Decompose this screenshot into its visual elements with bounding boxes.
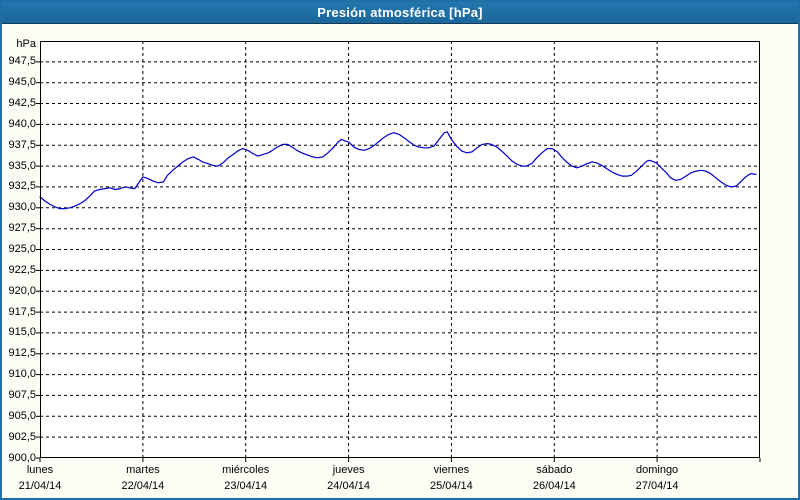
chart-title: Presión atmosférica [hPa] [317,5,483,20]
x-axis-day-label: miércoles [222,464,270,476]
y-axis-tick-label: 945,0 [8,76,36,89]
y-axis-tick-label: 947,5 [8,55,36,68]
x-axis-date-label: 25/04/14 [429,480,473,492]
y-axis-tick-label: 920,0 [8,284,36,297]
x-axis-day-label: martes [126,464,160,476]
y-axis-tick-label: 907,5 [8,388,36,401]
y-axis-tick-label: 940,0 [8,117,36,130]
x-axis-day-label: lunes [26,464,54,476]
y-axis-tick-label: 917,5 [8,305,36,318]
x-axis-date-label: 22/04/14 [121,480,165,492]
x-axis-day-label: viernes [433,464,470,476]
y-axis-tick-label: 927,5 [8,222,36,235]
x-axis-day-label: jueves [332,464,365,476]
x-axis-date-label: 21/04/14 [18,480,62,492]
plot-border [40,41,760,458]
x-axis-date-label: 23/04/14 [224,480,268,492]
y-axis-tick-label: 932,5 [8,180,36,193]
y-axis-tick-label: 937,5 [8,138,36,151]
y-axis-tick-label: 905,0 [8,409,36,422]
title-bar: Presión atmosférica [hPa] [2,2,798,24]
y-axis-tick-label: 930,0 [8,201,36,214]
y-axis-tick-label: 902,5 [8,430,36,443]
y-axis-tick-label: 912,5 [8,347,36,360]
y-axis-tick-label: 935,0 [8,159,36,172]
y-axis-tick-label: 942,5 [8,97,36,109]
y-axis-tick-label: 922,5 [8,263,36,276]
y-axis-unit-label: hPa [16,38,36,50]
x-axis-day-label: sábado [536,464,573,476]
x-axis-date-label: 24/04/14 [327,480,370,492]
x-axis-date-label: 26/04/14 [532,480,576,492]
y-axis-tick-label: 915,0 [8,326,36,339]
x-axis-day-label: domingo [635,464,679,476]
pressure-line-chart [36,41,761,462]
x-axis-date-label: 27/04/14 [635,480,679,492]
y-axis-tick-label: 925,0 [8,243,36,255]
y-axis-tick-label: 910,0 [8,368,36,381]
chart-canvas: hPa 947,5 945,0 942,5 940,0 937,5 935,0 932,5 9… [2,24,798,497]
pressure-series-line [39,131,757,210]
y-axis-tick-label: 900,0 [8,451,36,464]
